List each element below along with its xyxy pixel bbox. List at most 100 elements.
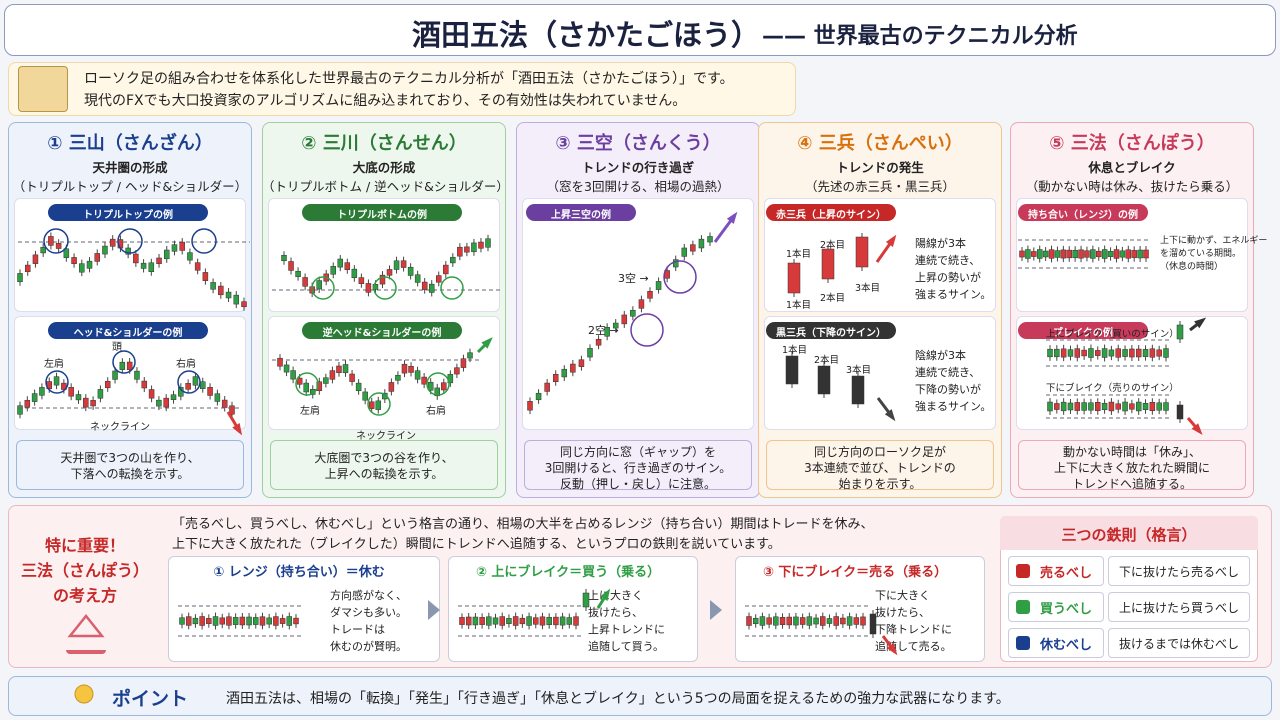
step-line: 抜けたら、	[588, 606, 643, 619]
note-line: 大底圏で3つの谷を作り、	[314, 451, 454, 465]
step-line: 抜けたら、	[875, 606, 930, 619]
example-pill	[1018, 204, 1148, 221]
panel-desc: 休息とブレイク	[1088, 160, 1176, 175]
footer-box	[8, 676, 1272, 716]
step-line: トレードは	[330, 623, 385, 636]
focus-line: 「売るべし、買うべし、休むべし」という格言の通り、相場の大半を占めるレンジ（持ち…	[172, 517, 874, 532]
note-line: 同じ方向のローソク足が	[813, 445, 946, 459]
rule-value: 抜けるまでは休むべし	[1118, 637, 1239, 651]
chart-annotation: 右肩	[426, 406, 446, 417]
intro-line: 現代のFXでも大口投資家のアルゴリズムに組み込まれており、その有効性は失われてい…	[84, 93, 687, 109]
intro-box	[8, 62, 796, 116]
step-line: 上に大きく	[588, 589, 643, 602]
note-line: 動かない時間は「休み」、	[1062, 445, 1201, 459]
chart-annotation: ネックライン	[356, 431, 416, 442]
step-title: ① レンジ（持ち合い）＝休む	[213, 565, 385, 580]
focus-line: 上下に大きく放たれた（ブレイクした）瞬間にトレンドへ追随する、というプロの鉄則を…	[172, 537, 781, 552]
scroll-icon	[18, 66, 68, 112]
chart-annotation: 3本目	[846, 365, 872, 376]
step-box	[168, 556, 440, 662]
panel-desc: （トリプルトップ / ヘッド&ショルダー）	[12, 179, 248, 194]
title: 酒田五法（さかたごほう）	[411, 18, 760, 52]
chart-annotation: 2空 →	[588, 324, 619, 337]
example-label: 赤三兵（上昇のサイン）	[776, 210, 886, 221]
side-line: 下降の勢いが	[915, 383, 981, 396]
note-line: 3本連続で並び、トレンドの	[804, 461, 956, 475]
side-line: 強まるサイン。	[915, 400, 992, 413]
rule-value: 上に抜けたら買うべし	[1118, 601, 1239, 615]
step-line: 方向感がなく、	[330, 589, 407, 602]
step-line: 追随して買う。	[588, 640, 665, 653]
note-line: トレンドへ追随する。	[1071, 477, 1192, 491]
subtitle: —— 世界最古のテクニカル分析	[762, 24, 1078, 49]
focus-heading: の考え方	[52, 586, 117, 605]
chart-annotation: 2本目	[820, 293, 846, 304]
example-label: トリプルトップの例	[83, 210, 173, 221]
note-box	[1018, 440, 1246, 490]
step-title: ③ 下にブレイク＝売る（乗る）	[762, 565, 948, 580]
rule-key: 買うべし	[1040, 602, 1093, 617]
scale-icon	[66, 614, 106, 654]
example-label: ヘッド&ショルダーの例	[73, 328, 183, 339]
panel-title: ④ 三兵（さんぺい）	[797, 133, 963, 154]
note-line: 上下に大きく放たれた瞬間に	[1053, 461, 1210, 475]
panel-title: ① 三山（さんざん）	[47, 133, 213, 154]
panel-desc: トレンドの発生	[836, 160, 924, 175]
footer-label: ポイント	[112, 688, 189, 710]
rule-icon	[1016, 636, 1030, 650]
rules-title: 三つの鉄則（格言）	[1061, 526, 1197, 544]
rule-value-box	[1108, 556, 1250, 586]
rule-value: 下に抜けたら売るべし	[1118, 565, 1239, 579]
example-pill	[48, 204, 208, 221]
side-line: 陰線が3本	[915, 349, 966, 362]
chart-annotation: 2本目	[820, 240, 846, 251]
rule-icon	[1016, 600, 1030, 614]
note-box	[766, 440, 994, 490]
chart-annotation: 1本目	[786, 300, 812, 311]
panel-desc: （窓を3回開ける、相場の過熱）	[546, 179, 730, 194]
panel-title: ⑤ 三法（さんぽう）	[1049, 133, 1215, 154]
step-line: 休むのが賢明。	[330, 640, 407, 653]
chart-annotation: ネックライン	[90, 422, 150, 433]
chart-annotation: 3本目	[855, 283, 881, 294]
example-pill	[302, 204, 462, 221]
side-line: 連続で続き、	[915, 254, 981, 267]
step-line: 下降トレンドに	[875, 623, 952, 636]
example-label: トリプルボトムの例	[337, 210, 427, 221]
side-line: 連続で続き、	[915, 366, 981, 379]
rule-value-box	[1108, 592, 1250, 622]
note-line: 始まりを示す。	[838, 477, 922, 491]
chart-annotation: 右肩	[176, 359, 196, 370]
focus-heading: 三法（さんぽう）	[20, 561, 149, 580]
header-box	[4, 4, 1276, 56]
example-pill	[766, 322, 896, 339]
panel-desc: 天井圏の形成	[92, 160, 168, 175]
note-line: 天井圏で3つの山を作り、	[60, 451, 200, 465]
panel-desc: （動かない時は休み、抜けたら乗る）	[1025, 179, 1239, 194]
rule-value-box	[1108, 628, 1250, 658]
rule-icon	[1016, 564, 1030, 578]
step-line: 追随して売る。	[875, 640, 952, 653]
example-label: 持ち合い（レンジ）の例	[1028, 210, 1138, 221]
panel-desc: トレンドの行き過ぎ	[581, 160, 695, 175]
panel-desc: （トリプルボトム / 逆ヘッド&ショルダー）	[262, 179, 509, 194]
note-box	[16, 440, 244, 490]
note-line: 3回開けると、行き過ぎのサイン。	[544, 461, 732, 475]
chart-annotation: 頭	[112, 342, 122, 353]
focus-heading: 特に重要！	[44, 536, 125, 555]
side-line: 強まるサイン。	[915, 288, 992, 301]
step-title: ② 上にブレイク＝買う（乗る）	[475, 565, 661, 580]
side-line: を溜めている期間。	[1160, 249, 1242, 259]
note-line: 上昇への転換を示す。	[324, 467, 444, 481]
step-line: ダマシも多い。	[330, 606, 407, 619]
example-label: 逆ヘッド&ショルダーの例	[322, 328, 442, 339]
step-box	[735, 556, 985, 662]
example-label: 上昇三空の例	[551, 210, 611, 221]
step-line: 上昇トレンドに	[588, 623, 665, 636]
rule-key: 売るべし	[1040, 566, 1093, 581]
note-line: 下落への転換を示す。	[70, 467, 190, 481]
rules-title-bar	[1000, 516, 1258, 550]
chart-annotation: 1本目	[786, 249, 812, 260]
panel-desc: （先述の赤三兵・黒三兵）	[804, 179, 955, 194]
